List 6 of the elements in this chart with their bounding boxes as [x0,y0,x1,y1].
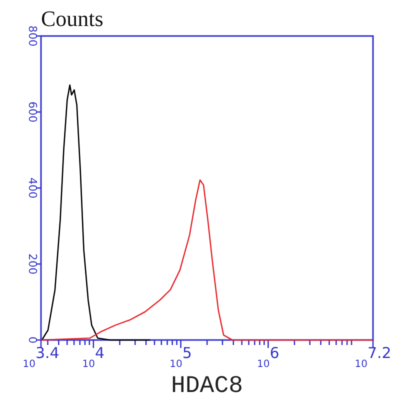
y-tick-label: 600 [26,102,39,122]
y-tick-label: 200 [26,254,39,274]
x-axis-title: HDAC8 [170,373,244,400]
y-tick-label: 400 [26,178,39,198]
y-axis-title: Counts [41,6,104,31]
y-tick-label: 800 [26,26,39,46]
